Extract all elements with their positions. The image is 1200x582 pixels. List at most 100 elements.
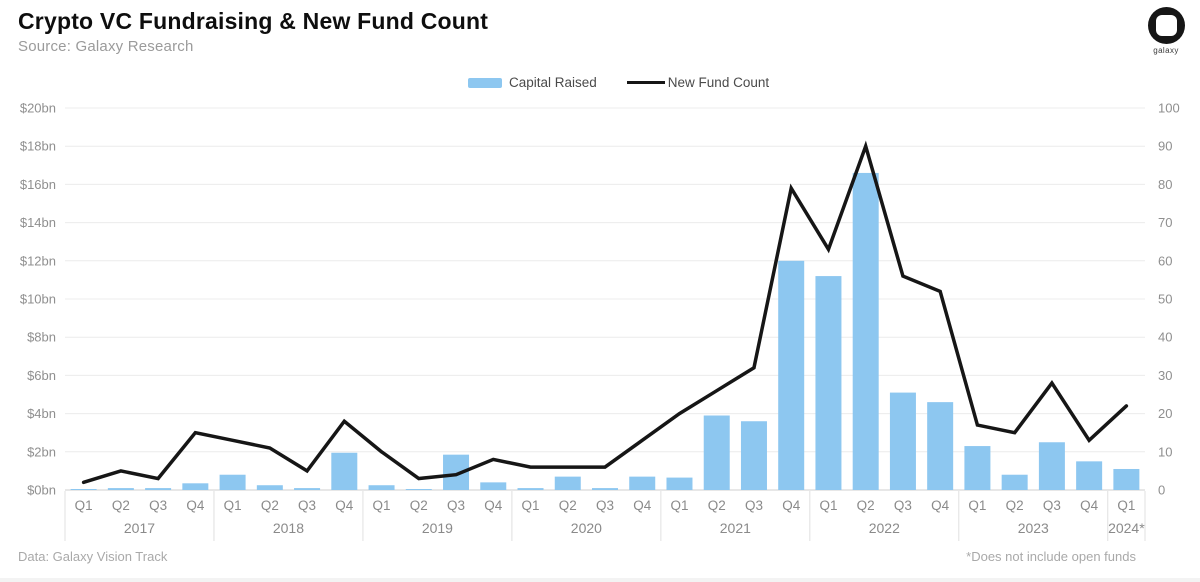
x-axis-quarter-label: Q4 <box>931 498 950 513</box>
left-axis-tick-label: $4bn <box>27 406 56 421</box>
bar-Q2-2022 <box>852 172 879 490</box>
x-axis-year-label: 2021 <box>720 520 751 536</box>
bar-Q1-2019 <box>368 485 395 490</box>
x-axis-quarter-label: Q2 <box>857 498 875 513</box>
bar-Q3-2018 <box>294 488 321 490</box>
bar-Q3-2023 <box>1038 442 1065 490</box>
x-axis-quarter-label: Q2 <box>410 498 428 513</box>
left-axis-tick-label: $2bn <box>27 444 56 459</box>
galaxy-logo-square-icon <box>1155 15 1177 36</box>
x-axis-quarter-label: Q1 <box>522 498 540 513</box>
open-funds-footnote: *Does not include open funds <box>966 549 1136 564</box>
right-axis-tick-label: 40 <box>1158 330 1172 345</box>
bar-Q3-2022 <box>889 392 916 490</box>
right-axis-tick-label: 70 <box>1158 215 1172 230</box>
left-axis-tick-label: $12bn <box>20 253 56 268</box>
bar-Q4-2023 <box>1076 461 1103 490</box>
bar-Q2-2019 <box>405 489 432 490</box>
x-axis-quarter-label: Q2 <box>708 498 726 513</box>
x-axis-quarter-label: Q3 <box>745 498 763 513</box>
bar-Q4-2018 <box>331 452 358 490</box>
left-axis-tick-label: $18bn <box>20 139 56 154</box>
x-axis-quarter-label: Q3 <box>149 498 167 513</box>
x-axis-quarter-label: Q3 <box>298 498 316 513</box>
x-axis-quarter-label: Q2 <box>1006 498 1024 513</box>
galaxy-logo: galaxy <box>1144 7 1188 55</box>
x-axis-quarter-label: Q1 <box>968 498 986 513</box>
card-bottom-edge <box>0 578 1200 582</box>
x-axis-year-label: 2019 <box>422 520 453 536</box>
legend-bar-swatch-icon <box>468 77 502 88</box>
bar-Q4-2022 <box>927 402 954 490</box>
x-axis-quarter-label: Q4 <box>484 498 503 513</box>
x-axis-year-label: 2022 <box>869 520 900 536</box>
x-axis-quarter-label: Q1 <box>670 498 688 513</box>
x-axis-quarter-label: Q1 <box>1117 498 1135 513</box>
legend-line-swatch-icon <box>626 80 665 85</box>
bar-Q2-2018 <box>256 485 283 490</box>
x-axis-quarter-label: Q2 <box>261 498 279 513</box>
x-axis-quarter-label: Q4 <box>186 498 205 513</box>
bar-Q3-2021 <box>740 421 767 490</box>
galaxy-logo-label: galaxy <box>1153 46 1179 55</box>
x-axis-quarter-label: Q4 <box>1080 498 1099 513</box>
left-axis-tick-label: $8bn <box>27 330 56 345</box>
bar-Q1-2024* <box>1113 468 1140 490</box>
bar-Q1-2017 <box>70 489 97 490</box>
chart-source: Source: Galaxy Research <box>18 38 194 55</box>
right-axis-tick-label: 20 <box>1158 406 1172 421</box>
bar-Q2-2017 <box>107 488 134 490</box>
bar-Q1-2022 <box>815 276 842 490</box>
x-axis-year-label: 2024* <box>1108 520 1145 536</box>
x-axis-quarter-label: Q3 <box>894 498 912 513</box>
bar-Q1-2018 <box>219 474 246 490</box>
bar-Q4-2020 <box>629 476 656 490</box>
x-axis-quarter-label: Q3 <box>596 498 614 513</box>
x-axis-quarter-label: Q2 <box>559 498 577 513</box>
right-axis-tick-label: 10 <box>1158 444 1172 459</box>
left-axis-tick-label: $14bn <box>20 215 56 230</box>
x-axis-year-label: 2020 <box>571 520 602 536</box>
bar-Q2-2023 <box>1001 474 1028 490</box>
x-axis-quarter-label: Q1 <box>373 498 391 513</box>
x-axis-year-label: 2018 <box>273 520 304 536</box>
chart-title: Crypto VC Fundraising & New Fund Count <box>18 8 489 34</box>
new-fund-count-line <box>81 140 1129 485</box>
x-axis-year-label: 2023 <box>1018 520 1049 536</box>
x-axis-quarter-label: Q1 <box>819 498 837 513</box>
left-axis-tick-label: $10bn <box>20 292 56 307</box>
left-axis-tick-label: $0bn <box>27 483 56 498</box>
bar-Q4-2017 <box>182 483 209 490</box>
galaxy-logo-icon <box>1147 7 1185 44</box>
bar-Q1-2023 <box>964 446 991 490</box>
legend-capital-raised-label: Capital Raised <box>509 75 597 90</box>
x-axis-quarter-label: Q1 <box>224 498 242 513</box>
x-axis-quarter-label: Q4 <box>782 498 801 513</box>
legend-new-fund-count-label: New Fund Count <box>667 75 770 90</box>
bar-Q2-2020 <box>554 476 581 490</box>
x-axis-quarter-label: Q3 <box>447 498 465 513</box>
left-axis-tick-label: $20bn <box>20 101 56 116</box>
right-axis-tick-label: 100 <box>1158 101 1180 116</box>
x-axis-quarter-label: Q3 <box>1043 498 1061 513</box>
bar-Q1-2021 <box>666 477 693 490</box>
data-source-note: Data: Galaxy Vision Track <box>18 549 168 564</box>
bar-Q3-2017 <box>145 488 172 490</box>
x-axis-quarter-label: Q1 <box>75 498 93 513</box>
bar-Q4-2019 <box>480 482 507 490</box>
right-axis-tick-label: 30 <box>1158 368 1172 383</box>
right-axis-tick-label: 0 <box>1158 483 1165 498</box>
right-axis-tick-label: 90 <box>1158 139 1172 154</box>
x-axis-quarter-label: Q2 <box>112 498 130 513</box>
right-axis-tick-label: 50 <box>1158 292 1172 307</box>
bar-Q4-2021 <box>778 260 805 490</box>
chart-legend: Capital Raised New Fund Count <box>468 75 769 90</box>
left-axis-tick-label: $16bn <box>20 177 56 192</box>
left-axis-tick-label: $6bn <box>27 368 56 383</box>
right-axis-tick-label: 80 <box>1158 177 1172 192</box>
bar-Q1-2020 <box>517 488 544 490</box>
x-axis-year-label: 2017 <box>124 520 155 536</box>
x-axis-quarter-label: Q4 <box>335 498 354 513</box>
bar-Q2-2021 <box>703 415 730 490</box>
